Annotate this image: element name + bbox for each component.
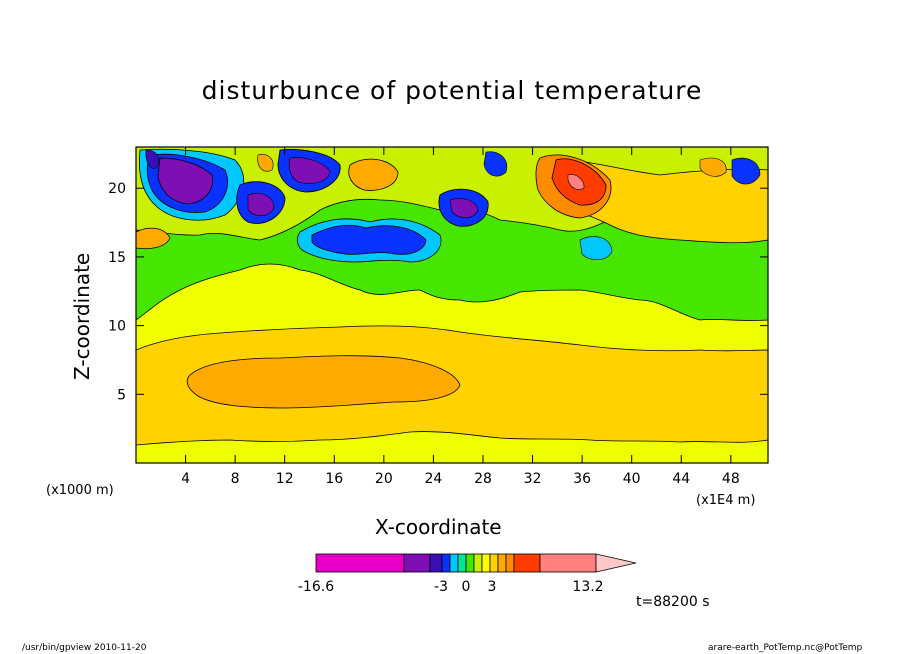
colorbar-swatch xyxy=(513,553,541,573)
x-axis: 4 8 12 16 20 24 28 32 36 40 44 48 xyxy=(181,147,740,487)
x-unit-right: (x1E4 m) xyxy=(696,493,756,508)
colorbar-label: -3 xyxy=(434,579,448,595)
x-tick-label: 40 xyxy=(623,471,641,487)
x-tick-label: 20 xyxy=(375,471,393,487)
colorbar-swatch xyxy=(539,553,597,573)
y-axis-label: Z-coordinate xyxy=(70,252,94,380)
y-tick-label: 10 xyxy=(108,319,126,335)
x-tick-label: 24 xyxy=(424,471,442,487)
colorbar-swatch xyxy=(457,553,467,573)
x-tick-label: 48 xyxy=(722,471,740,487)
y-tick-label: 15 xyxy=(108,250,126,266)
time-label: t=88200 s xyxy=(636,594,710,610)
x-tick-label: 16 xyxy=(325,471,343,487)
footer-left: /usr/bin/gpview 2010-11-20 xyxy=(22,643,147,653)
x-tick-label: 44 xyxy=(672,471,690,487)
colorbar-swatch xyxy=(429,553,443,573)
footer-right: arare-earth_PotTemp.nc@PotTemp xyxy=(708,643,863,653)
colorbar-label: 3 xyxy=(488,579,497,595)
colorbar-swatch xyxy=(481,553,491,573)
colorbar-swatch xyxy=(441,553,451,573)
colorbar-swatch xyxy=(505,553,515,573)
colorbar-arrow xyxy=(595,553,637,573)
x-tick-label: 4 xyxy=(181,471,190,487)
colorbar-swatch xyxy=(465,553,475,573)
colorbar-swatch xyxy=(489,553,499,573)
x-tick-label: 36 xyxy=(573,471,591,487)
x-tick-label: 12 xyxy=(276,471,294,487)
colorbar-label: -16.6 xyxy=(298,579,334,595)
colorbar-swatch xyxy=(403,553,431,573)
colorbar-swatch xyxy=(473,553,483,573)
y-axis: 5 10 15 20 xyxy=(108,181,768,403)
x-axis-label: X-coordinate xyxy=(375,515,502,539)
contour-field xyxy=(136,147,768,463)
colorbar-swatch xyxy=(449,553,459,573)
chart-title: disturbunce of potential temperature xyxy=(201,76,703,105)
x-tick-label: 8 xyxy=(231,471,240,487)
colorbar-label: 13.2 xyxy=(572,579,603,595)
colorbar-label: 0 xyxy=(462,579,471,595)
colorbar-swatch xyxy=(315,553,405,573)
colorbar-swatch xyxy=(497,553,507,573)
y-tick-label: 5 xyxy=(117,387,126,403)
colorbar: -16.6 -3 0 3 13.2 xyxy=(298,553,637,595)
x-unit-left: (x1000 m) xyxy=(46,483,114,498)
x-tick-label: 28 xyxy=(474,471,492,487)
x-tick-label: 32 xyxy=(524,471,542,487)
y-tick-label: 20 xyxy=(108,181,126,197)
plot-frame xyxy=(135,146,769,464)
